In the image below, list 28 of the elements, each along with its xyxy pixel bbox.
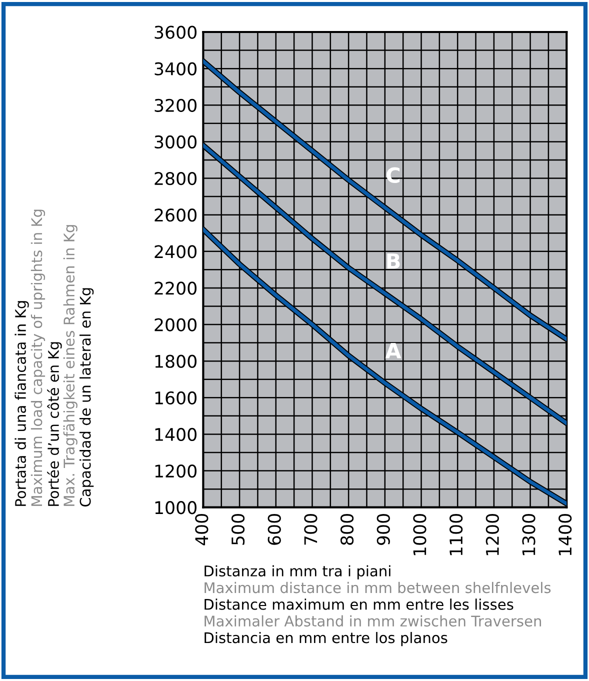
x-tick-label: 1000 bbox=[413, 514, 426, 556]
x-tick-label: 1300 bbox=[522, 514, 536, 556]
x-tick-label: 1100 bbox=[450, 514, 463, 556]
x-tick-label: 1200 bbox=[486, 514, 499, 556]
x-tick-label: 600 bbox=[268, 514, 281, 545]
x-tick-label: 900 bbox=[376, 514, 390, 545]
series-label: B bbox=[387, 253, 400, 269]
x-tick-label: 1400 bbox=[558, 514, 572, 556]
x-tick-label: 700 bbox=[304, 514, 318, 545]
y-tick-label: 3000 bbox=[154, 135, 196, 149]
y-tick-label: 2600 bbox=[154, 208, 196, 222]
y-tick-label: 1400 bbox=[155, 428, 196, 442]
y-tick-label: 3200 bbox=[154, 98, 196, 112]
x-tick-label: 400 bbox=[195, 514, 208, 546]
x-tick-label: 800 bbox=[340, 514, 354, 545]
y-tick-label: 2800 bbox=[154, 172, 196, 186]
y-tick-label: 1000 bbox=[155, 501, 196, 514]
y-tick-label: 2400 bbox=[154, 245, 196, 258]
y-tick-label: 1800 bbox=[155, 354, 196, 368]
x-tick-label: 500 bbox=[231, 514, 245, 545]
y-tick-label: 3600 bbox=[154, 26, 196, 39]
y-tick-label: 2000 bbox=[154, 318, 196, 332]
y-tick-label: 1600 bbox=[155, 391, 196, 404]
y-tick-label: 1200 bbox=[155, 464, 196, 478]
y-tick-label: 3400 bbox=[154, 62, 196, 76]
x-axis-title: Distanza in mm tra i piani Maximum distance in mm between shelfnlevels Distance maximum en mm entre les lisses Maximaler Abstand in mm zwischen Traversen Distancia en mm entre los planos bbox=[204, 565, 551, 646]
y-tick-label: 2200 bbox=[154, 282, 196, 295]
y-axis-title: Portata di una fiancata in Kg Maximum load capacity of uprights in Kg Portée d’un côté en Kg Max. Tragfähigkeit eines Rahmen in Kg Capacidad de un lateral en Kg bbox=[14, 210, 94, 507]
